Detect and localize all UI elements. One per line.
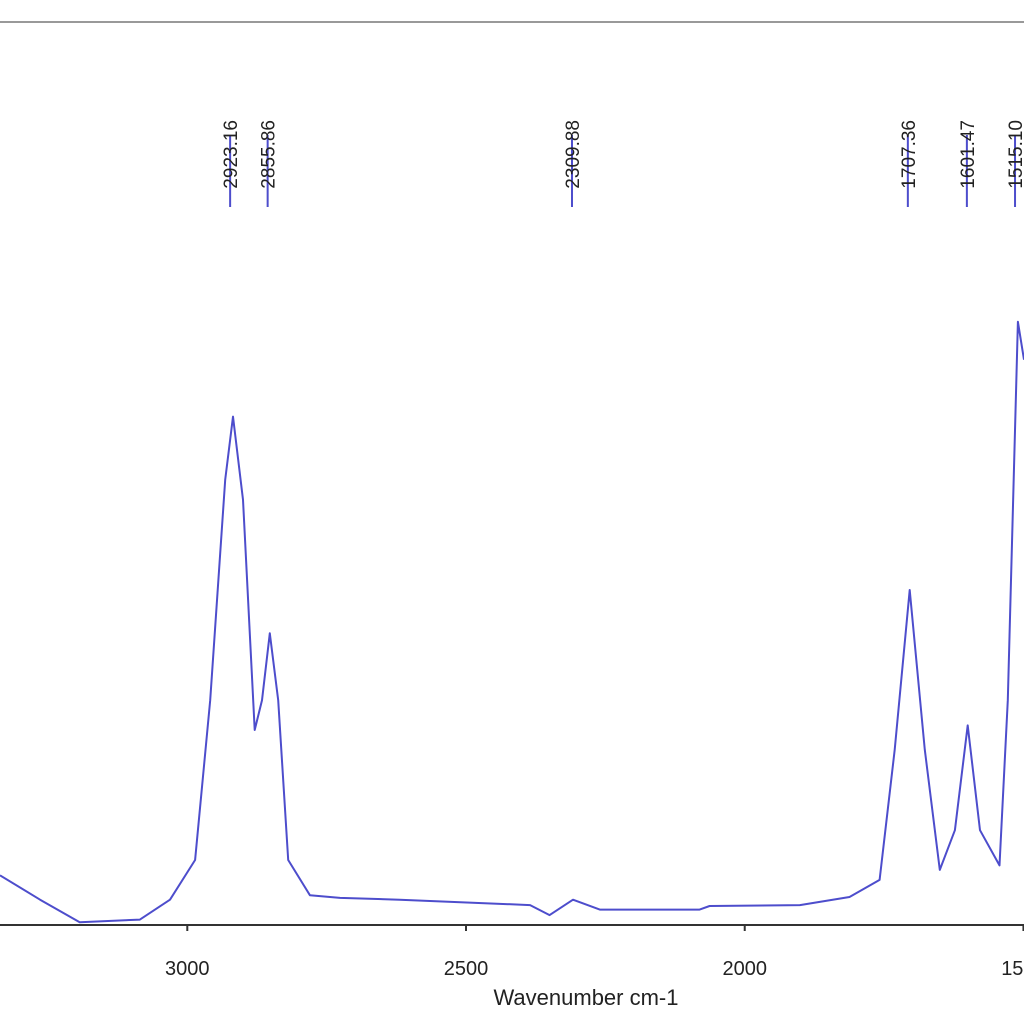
peak-label: 2855.86 <box>259 120 280 189</box>
peak-label: 1515.10 <box>1006 120 1024 189</box>
x-axis-title: Wavenumber cm-1 <box>493 985 678 1010</box>
x-tick-label: 3000 <box>165 958 210 980</box>
spectrum-line <box>0 320 1024 924</box>
peak-label: 1707.36 <box>899 120 920 189</box>
x-tick-label: 2000 <box>722 958 767 980</box>
peak-label: 1601.47 <box>958 120 979 189</box>
peak-label: 2923.16 <box>221 120 242 189</box>
peak-label: 2309.88 <box>563 120 584 189</box>
x-tick-label: 1500 <box>1001 958 1024 980</box>
x-tick-label: 2500 <box>444 958 489 980</box>
